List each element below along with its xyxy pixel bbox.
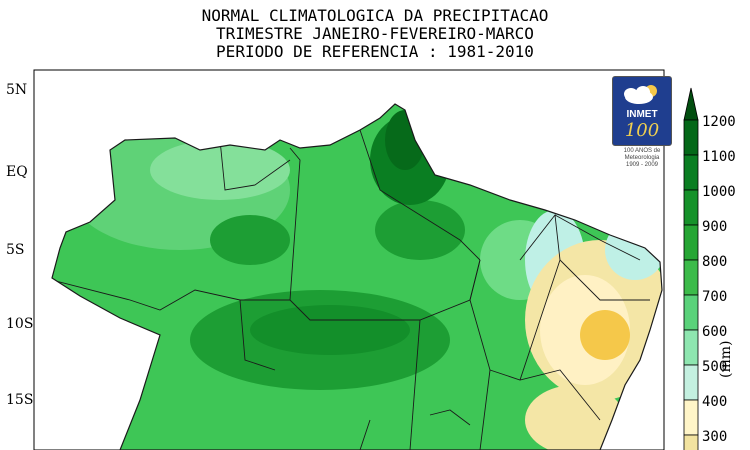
logo-caption-3: 1909 - 2009 <box>625 162 659 168</box>
colorbar-tick-1100: 1100 <box>702 149 736 165</box>
colorbar-tick-500: 500 <box>702 359 728 375</box>
colorbar-unit: (mm) <box>718 340 734 378</box>
logo-caption-1: 100 ANOS de <box>623 148 661 154</box>
cloud-sun-icon <box>624 85 657 104</box>
colorbar-tick-1000: 1000 <box>702 184 736 200</box>
lat-label-eq: EQ <box>6 164 28 180</box>
colorbar-tick-1200: 1200 <box>702 114 736 130</box>
colorbar-swatch <box>683 119 699 156</box>
colorbar-swatch <box>683 259 699 296</box>
colorbar-swatch <box>683 364 699 401</box>
precip-zone-central-dark <box>250 305 410 355</box>
colorbar <box>683 87 699 450</box>
precip-zone-nw-light <box>150 140 290 200</box>
colorbar-swatch <box>683 224 699 261</box>
lat-label-5n: 5N <box>6 82 28 98</box>
colorbar-top-arrow <box>683 87 699 121</box>
logo-100-text: 100 <box>624 120 660 141</box>
lat-label-5s: 5S <box>6 242 25 258</box>
logo-caption-2: Meteorologia <box>624 155 660 161</box>
lat-label-10s: 10S <box>6 316 34 332</box>
colorbar-swatch <box>683 189 699 226</box>
colorbar-swatch <box>683 434 699 450</box>
colorbar-tick-800: 800 <box>702 254 728 270</box>
inmet-logo: INMET 100 <box>612 76 672 146</box>
colorbar-tick-300: 300 <box>702 429 728 445</box>
colorbar-tick-700: 700 <box>702 289 728 305</box>
map-title-line3: PERIODO DE REFERENCIA : 1981-2010 <box>216 42 534 61</box>
lat-label-15s: 15S <box>6 392 34 408</box>
colorbar-swatch <box>683 154 699 191</box>
colorbar-swatch <box>683 329 699 366</box>
precip-zone-para <box>375 200 465 260</box>
colorbar-swatch <box>683 294 699 331</box>
map-title-line1: NORMAL CLIMATOLOGICA DA PRECIPITACAO <box>201 6 549 25</box>
colorbar-swatch <box>683 399 699 436</box>
colorbar-tick-600: 600 <box>702 324 728 340</box>
precip-zone-amazon <box>210 215 290 265</box>
state-borders <box>52 129 650 450</box>
colorbar-tick-400: 400 <box>702 394 728 410</box>
map-title-line2: TRIMESTRE JANEIRO-FEVEREIRO-MARCO <box>216 24 534 43</box>
logo-inmet-text: INMET <box>626 109 658 120</box>
precip-zone-ne-yellow <box>580 310 630 360</box>
colorbar-tick-900: 900 <box>702 219 728 235</box>
precip-zone-bahia <box>525 385 625 450</box>
